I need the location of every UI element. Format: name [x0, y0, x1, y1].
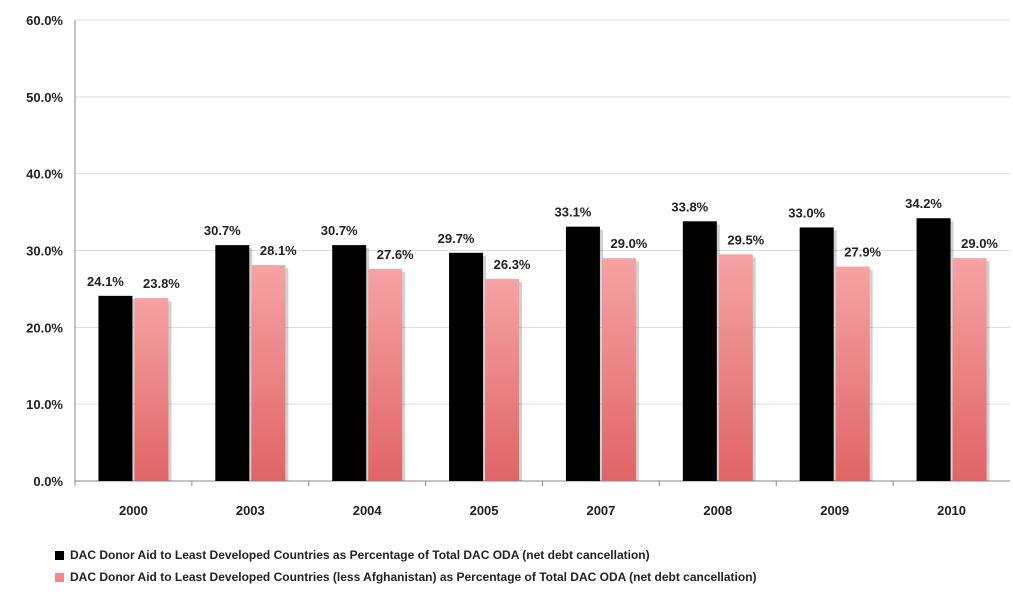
data-label: 34.2% — [905, 196, 942, 211]
bar-series-1 — [799, 227, 834, 481]
bar-series-2 — [952, 258, 987, 481]
y-tick-label: 30.0% — [26, 244, 63, 259]
bars — [98, 218, 990, 482]
legend-item-series-1: DAC Donor Aid to Least Developed Countri… — [55, 544, 757, 566]
data-labels: 24.1% 23.8% 30.7% 28.1% 30.7% 27.6% 29.7% 26.3%… — [87, 196, 998, 291]
legend-swatch-series-1 — [55, 550, 64, 560]
bar-series-2 — [134, 298, 169, 481]
data-label: 33.0% — [788, 205, 825, 220]
bar-series-1 — [565, 226, 600, 481]
bar-series-2 — [485, 278, 520, 481]
data-label: 27.6% — [377, 247, 414, 262]
data-label: 29.0% — [961, 236, 998, 251]
x-tick-label: 2000 — [119, 503, 148, 518]
data-label: 28.1% — [260, 243, 297, 258]
data-label: 29.0% — [611, 236, 648, 251]
x-tick-label: 2007 — [586, 503, 615, 518]
data-label: 29.7% — [438, 231, 475, 246]
y-tick-label: 10.0% — [26, 397, 63, 412]
data-label: 24.1% — [87, 274, 124, 289]
bar-series-2 — [251, 265, 286, 481]
data-label: 26.3% — [494, 257, 531, 272]
legend-item-series-2: DAC Donor Aid to Least Developed Countri… — [55, 566, 757, 588]
bar-series-2 — [718, 254, 753, 481]
bar-series-2 — [601, 258, 636, 481]
bar-series-1 — [215, 245, 250, 481]
bar-series-1 — [916, 218, 951, 482]
x-tick-label: 2004 — [353, 503, 383, 518]
data-label: 29.5% — [727, 232, 764, 247]
legend: DAC Donor Aid to Least Developed Countri… — [55, 544, 757, 588]
bar-series-2 — [835, 266, 870, 481]
data-label: 33.8% — [671, 199, 708, 214]
x-tick-label: 2003 — [236, 503, 265, 518]
x-tick-label: 2005 — [470, 503, 499, 518]
y-tick-label: 0.0% — [33, 474, 63, 489]
data-label: 30.7% — [321, 223, 358, 238]
x-tick-label: 2009 — [820, 503, 849, 518]
data-label: 23.8% — [143, 276, 180, 291]
bar-series-1 — [682, 221, 717, 481]
x-tick-label: 2010 — [937, 503, 966, 518]
y-axis-ticks: 0.0% 10.0% 20.0% 30.0% 40.0% 50.0% 60.0% — [26, 13, 63, 489]
y-tick-label: 40.0% — [26, 167, 63, 182]
bar-series-1 — [449, 252, 484, 481]
data-label: 33.1% — [555, 205, 592, 220]
data-label: 30.7% — [204, 223, 241, 238]
legend-label-series-2: DAC Donor Aid to Least Developed Countri… — [70, 570, 757, 584]
bar-series-2 — [368, 268, 403, 481]
legend-swatch-series-2 — [55, 572, 64, 582]
y-tick-label: 50.0% — [26, 90, 63, 105]
x-tick-label: 2008 — [703, 503, 732, 518]
data-label: 27.9% — [844, 245, 881, 260]
bar-chart: 0.0%10.0%20.0%30.0%40.0%50.0%60.0% 2000 2… — [26, 13, 1010, 518]
x-axis-ticks: 2000 2003 2004 2005 2007 2008 2009 2010 — [74, 481, 966, 518]
bar-series-1 — [332, 245, 367, 481]
y-tick-label: 20.0% — [26, 320, 63, 335]
legend-label-series-1: DAC Donor Aid to Least Developed Countri… — [70, 548, 650, 562]
y-tick-label: 60.0% — [26, 13, 63, 28]
bar-series-1 — [98, 295, 133, 481]
